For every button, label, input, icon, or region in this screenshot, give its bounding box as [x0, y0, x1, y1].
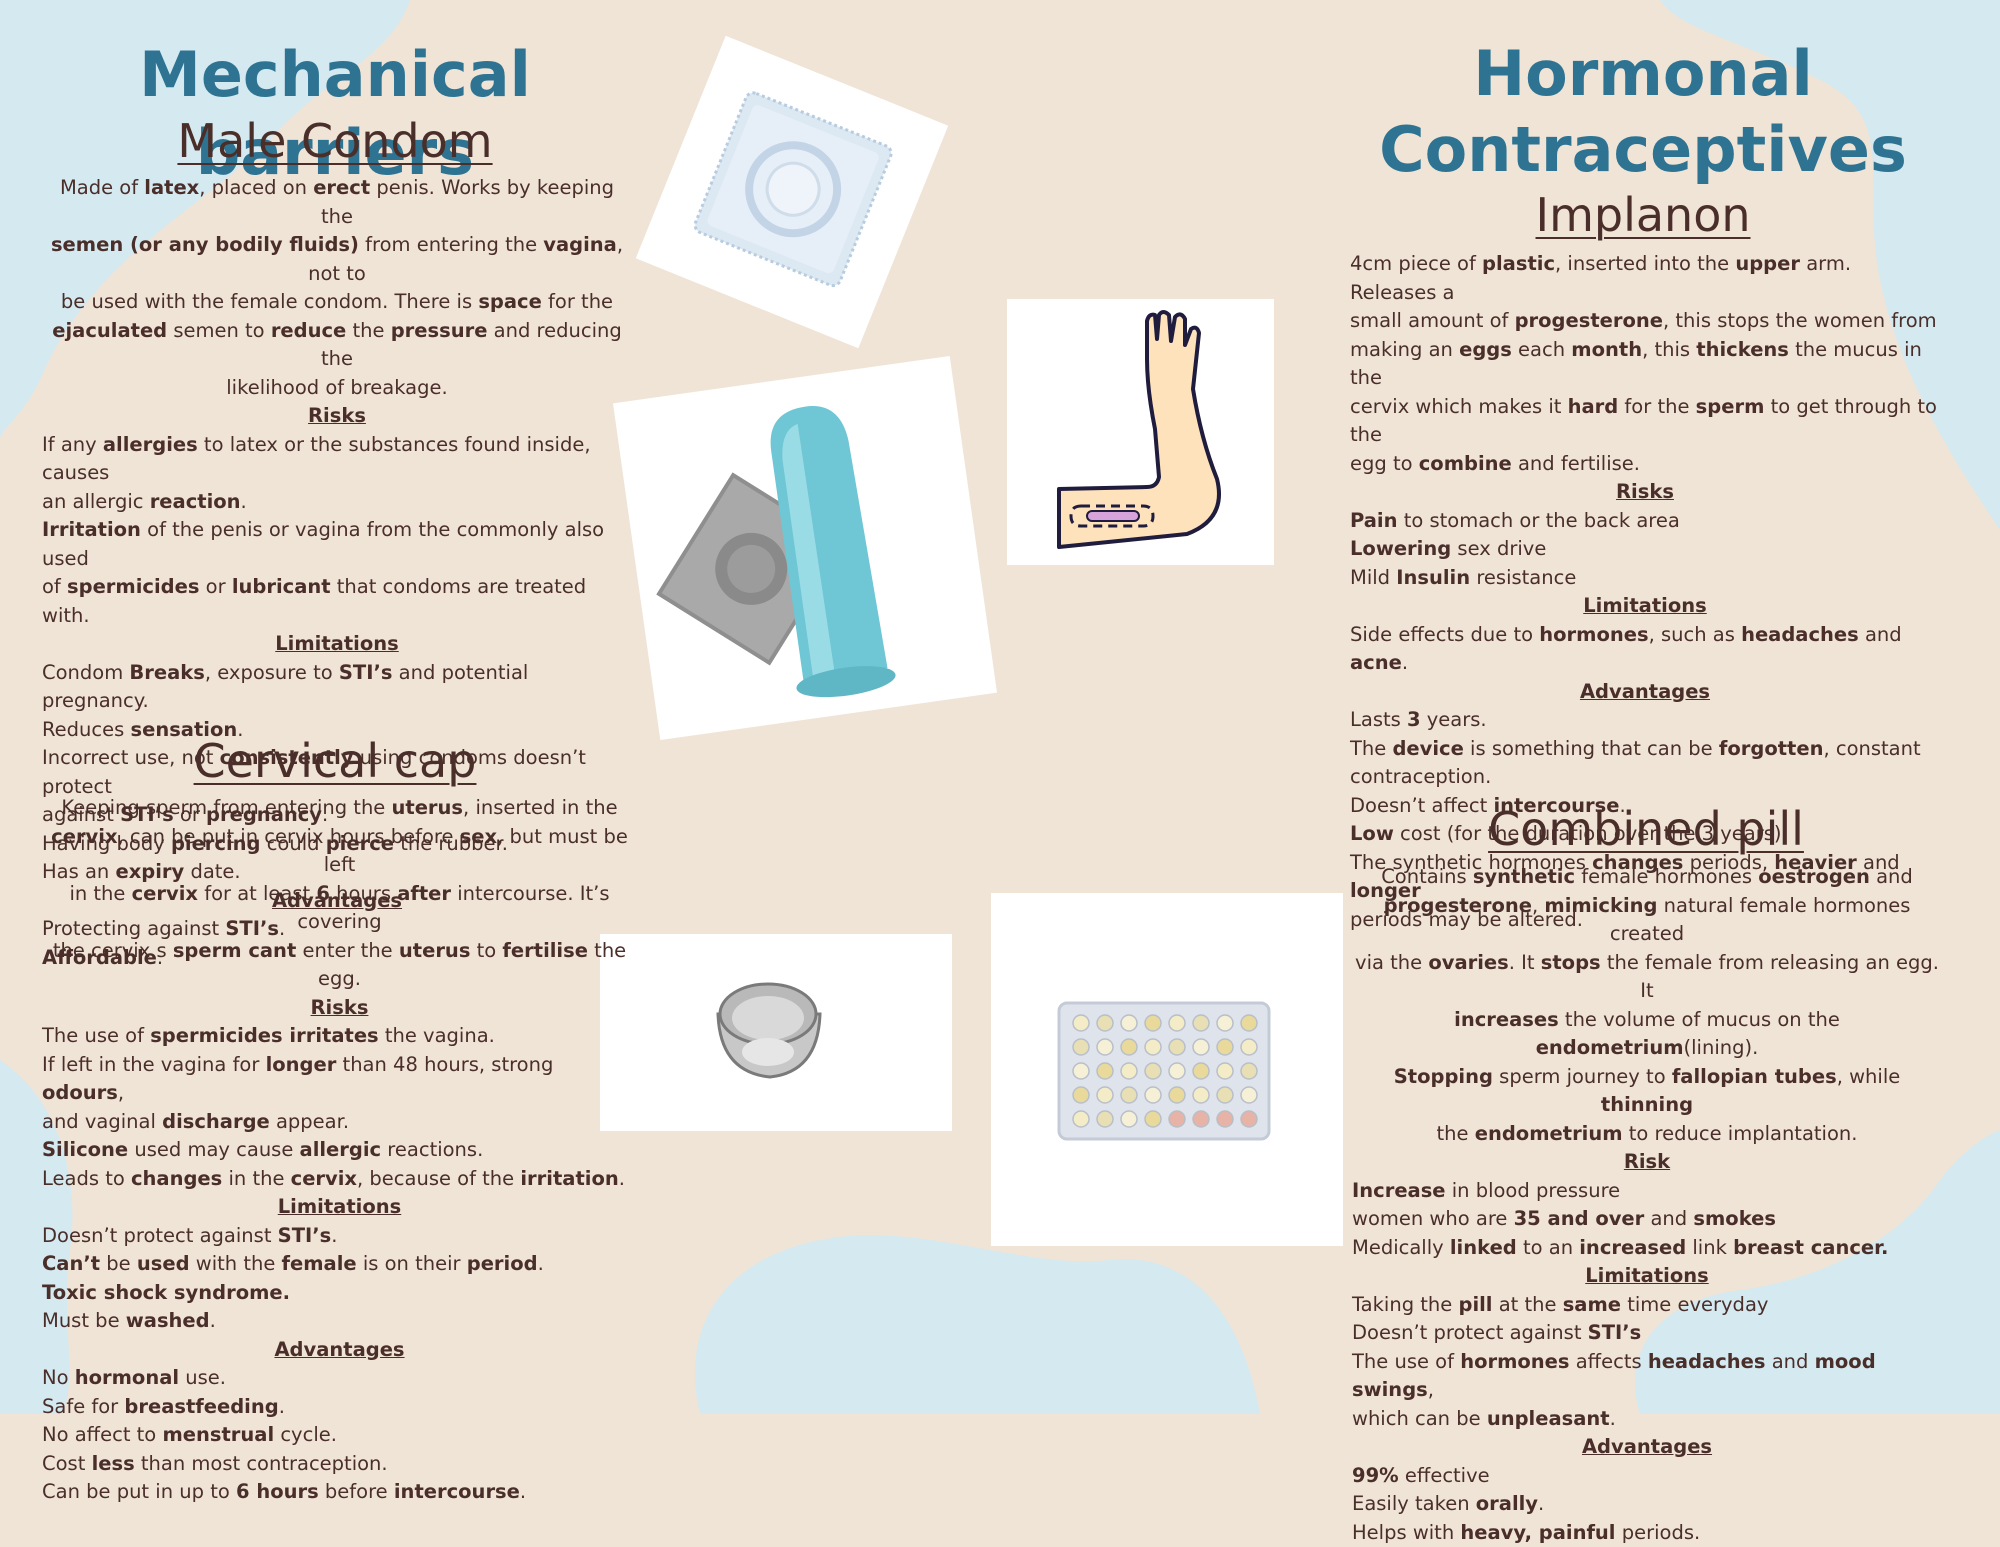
- heading-line-1: Hormonal: [1473, 37, 1813, 110]
- cervical-cap-image: [600, 934, 952, 1131]
- text-line: The use of spermicides irritates the vag…: [42, 1022, 637, 1051]
- text-line: Easily taken orally.: [1352, 1490, 1942, 1519]
- text-line: Doesn’t protect against STI’s: [1352, 1319, 1942, 1348]
- text-line: Leads to changes in the cervix, because …: [42, 1165, 637, 1194]
- text-line: of spermicides or lubricant that condoms…: [42, 573, 632, 630]
- pill-limitations: Taking the pill at the same time everyda…: [1352, 1291, 1942, 1434]
- cap-description: Keeping sperm from entering the uterus, …: [42, 794, 637, 994]
- text-line: Silicone used may cause allergic reactio…: [42, 1136, 637, 1165]
- implanon-description: 4cm piece of plastic, inserted into the …: [1350, 250, 1940, 478]
- text-line: the cervix s sperm cant enter the uterus…: [42, 937, 637, 994]
- text-line: progesterone, mimicking natural female h…: [1352, 892, 1942, 949]
- text-line: Doesn’t protect against STI’s.: [42, 1222, 637, 1251]
- text-line: If any allergies to latex or the substan…: [42, 431, 632, 488]
- text-line: Condom Breaks, exposure to STI’s and pot…: [42, 659, 632, 716]
- implanon-limitations-label: Limitations: [1350, 592, 1940, 621]
- text-line: Increase in blood pressure: [1352, 1177, 1942, 1206]
- text-line: Irritation of the penis or vagina from t…: [42, 516, 632, 573]
- text-line: Pain to stomach or the back area: [1350, 507, 1940, 536]
- text-line: cervix which makes it hard for the sperm…: [1350, 393, 1940, 450]
- pill-risks-label: Risk: [1352, 1148, 1942, 1177]
- text-line: Lasts 3 years.: [1350, 706, 1940, 735]
- pill-description: Contains synthetic female hormones oestr…: [1352, 863, 1942, 1148]
- text-line: Taking the pill at the same time everyda…: [1352, 1291, 1942, 1320]
- cervical-cap-heading: Cervical cap: [30, 732, 640, 790]
- text-line: cervix, can be put in cervix hours befor…: [42, 823, 637, 880]
- text-line: No affect to menstrual cycle.: [42, 1421, 637, 1450]
- text-line: Must be washed.: [42, 1307, 637, 1336]
- condom-risks: If any allergies to latex or the substan…: [42, 431, 632, 631]
- implanon-advantages-label: Advantages: [1350, 678, 1940, 707]
- text-line: semen (or any bodily fluids) from enteri…: [42, 231, 632, 288]
- text-line: making an eggs each month, this thickens…: [1350, 336, 1940, 393]
- text-line: women who are 35 and over and smokes: [1352, 1205, 1942, 1234]
- text-line: be used with the female condom. There is…: [42, 288, 632, 317]
- text-line: No hormonal use.: [42, 1364, 637, 1393]
- text-line: contraception.: [1350, 763, 1940, 792]
- cap-risks: The use of spermicides irritates the vag…: [42, 1022, 637, 1193]
- implant-arm-image: [1007, 299, 1274, 565]
- text-line: increases the volume of mucus on the end…: [1352, 1006, 1942, 1063]
- text-line: and vaginal discharge appear.: [42, 1108, 637, 1137]
- text-line: an allergic reaction.: [42, 488, 632, 517]
- pill-pack-image: [991, 893, 1343, 1246]
- text-line: 4cm piece of plastic, inserted into the …: [1350, 250, 1940, 307]
- implanon-risks-label: Risks: [1350, 478, 1940, 507]
- text-line: in the cervix for at least 6 hours after…: [42, 880, 637, 937]
- text-line: via the ovaries. It stops the female fro…: [1352, 949, 1942, 1006]
- text-line: which can be unpleasant.: [1352, 1405, 1942, 1434]
- text-line: Stopping sperm journey to fallopian tube…: [1352, 1063, 1942, 1120]
- condom-risks-label: Risks: [42, 402, 632, 431]
- text-line: 99% effective: [1352, 1462, 1942, 1491]
- text-line: Safe for breastfeeding.: [42, 1393, 637, 1422]
- combined-pill-section: Contains synthetic female hormones oestr…: [1352, 863, 1942, 1547]
- text-line: egg to combine and fertilise.: [1350, 450, 1940, 479]
- condom-description: Made of latex, placed on erect penis. Wo…: [42, 174, 632, 402]
- cap-limitations-label: Limitations: [42, 1193, 637, 1222]
- hormonal-contraceptives-heading: Hormonal Contraceptives: [1340, 36, 1946, 188]
- text-line: Mild Insulin resistance: [1350, 564, 1940, 593]
- text-line: If left in the vagina for longer than 48…: [42, 1051, 637, 1108]
- implanon-heading: Implanon: [1340, 186, 1946, 244]
- text-line: Side effects due to hormones, such as he…: [1350, 621, 1940, 678]
- condom-image: [613, 356, 997, 740]
- combined-pill-heading: Combined pill: [1340, 800, 1952, 858]
- text-line: Made of latex, placed on erect penis. Wo…: [42, 174, 632, 231]
- text-line: the endometrium to reduce implantation.: [1352, 1120, 1942, 1149]
- text-line: Can be put in up to 6 hours before inter…: [42, 1478, 637, 1507]
- cap-advantages: No hormonal use.Safe for breastfeeding.N…: [42, 1364, 637, 1507]
- text-line: likelihood of breakage.: [42, 374, 632, 403]
- cap-risks-label: Risks: [42, 994, 637, 1023]
- text-line: Helps with heavy, painful periods.: [1352, 1519, 1942, 1547]
- text-line: The use of hormones affects headaches an…: [1352, 1348, 1942, 1405]
- text-line: Contains synthetic female hormones oestr…: [1352, 863, 1942, 892]
- text-line: Medically linked to an increased link br…: [1352, 1234, 1942, 1263]
- text-line: Toxic shock syndrome.: [42, 1279, 637, 1308]
- pill-limitations-label: Limitations: [1352, 1262, 1942, 1291]
- male-condom-heading: Male Condom: [30, 112, 640, 170]
- condom-limitations-label: Limitations: [42, 630, 632, 659]
- text-line: Cost less than most contraception.: [42, 1450, 637, 1479]
- cap-limitations: Doesn’t protect against STI’s.Can’t be u…: [42, 1222, 637, 1336]
- cervical-cap-section: Keeping sperm from entering the uterus, …: [42, 794, 637, 1507]
- cap-advantages-label: Advantages: [42, 1336, 637, 1365]
- text-line: Can’t be used with the female is on thei…: [42, 1250, 637, 1279]
- implanon-limitations: Side effects due to hormones, such as he…: [1350, 621, 1940, 678]
- heading-line-2: Contraceptives: [1379, 113, 1907, 186]
- text-line: Keeping sperm from entering the uterus, …: [42, 794, 637, 823]
- text-line: The device is something that can be forg…: [1350, 735, 1940, 764]
- text-line: small amount of progesterone, this stops…: [1350, 307, 1940, 336]
- text-line: Lowering sex drive: [1350, 535, 1940, 564]
- text-line: ejaculated semen to reduce the pressure …: [42, 317, 632, 374]
- pill-advantages-label: Advantages: [1352, 1433, 1942, 1462]
